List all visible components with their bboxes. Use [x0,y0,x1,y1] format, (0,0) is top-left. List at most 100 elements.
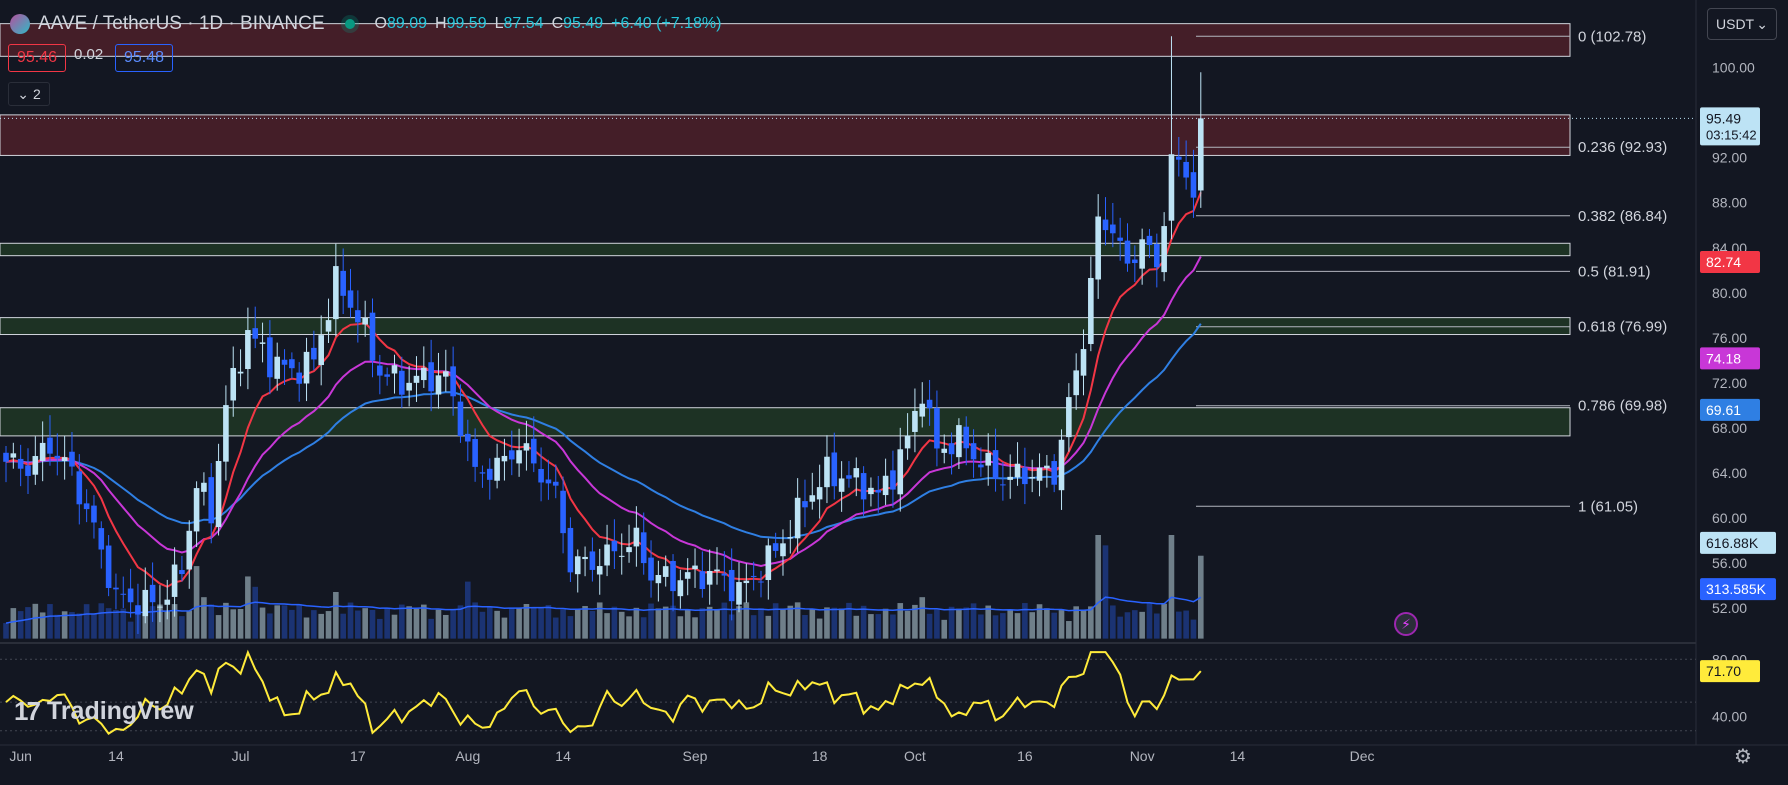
candle-body [245,330,251,370]
volume-bar [259,607,266,639]
fib-label: 0 (102.78) [1578,28,1646,45]
candle-body [948,443,955,455]
volume-bar [1058,610,1065,639]
rsi-line [5,649,1202,735]
volume-bar [464,581,471,639]
volume-bar [76,613,83,639]
candle-body [421,367,427,381]
candle-body [215,460,222,528]
volume-bar [39,612,46,639]
spread-value: 0.02 [74,46,104,63]
candle-body [853,468,860,478]
high-value: 99.59 [446,15,487,32]
candle-body [435,375,442,395]
volume-bar [252,586,259,639]
volume-bar [186,610,193,639]
volume-bar [890,614,896,639]
volume-bar [875,614,882,639]
candle-body [640,532,647,564]
candle-body [105,545,112,588]
candle-body [538,468,544,483]
volume-bar [853,615,860,639]
time-tick-label: 14 [1230,748,1246,764]
volume-bar [281,605,288,639]
volume-bar [486,607,493,639]
price-tick-label: 72.00 [1712,375,1747,391]
price-label-volume [1700,531,1776,554]
indicators-toggle-button[interactable]: ⌄ 2 [8,82,50,106]
candle-body [992,450,999,479]
candle-body [648,557,654,581]
currency-select[interactable]: USDT ⌄ [1707,8,1777,40]
volume-bar [25,607,31,639]
price-tick-label: 56.00 [1712,555,1747,571]
volume-ma-line [5,596,1202,624]
price-tick-label: 88.00 [1712,195,1747,211]
volume-bar [1036,604,1043,639]
candle-body [186,530,193,570]
zone-support [0,317,1571,336]
candle-body [1014,463,1021,478]
volume-bar [384,607,390,639]
volume-bar [904,610,911,639]
time-tick-label: Jul [232,748,250,764]
candle-body [1029,477,1035,479]
candle-body [318,335,324,366]
volume-bar [670,605,676,639]
alert-bolt-icon[interactable]: ⚡ [1394,612,1418,636]
volume-bar [1007,609,1014,639]
candle-body [1044,465,1050,469]
volume-bar [1154,613,1160,639]
volume-bar [1139,611,1145,639]
volume-bar [164,611,171,639]
candle-body [135,605,141,615]
candle-body [32,456,39,475]
volume-bar [325,611,332,639]
volume-bar [824,607,830,639]
candle-body [98,528,105,550]
price-label-text: 95.49 [1706,110,1741,126]
volume-bar [1080,609,1087,639]
price-label-ema_red [1700,250,1760,273]
volume-bar [1117,616,1123,639]
time-tick-label: Jun [9,748,32,764]
price-tick-label: 64.00 [1712,465,1747,481]
gear-icon[interactable]: ⚙ [1734,746,1752,768]
tradingview-logo[interactable]: 17 TradingView [14,696,194,727]
volume-bar [1022,603,1028,639]
buy-price-button[interactable]: 95.48 [115,44,174,72]
candle-body [1154,243,1160,268]
candle-body [428,362,434,392]
volume-bar [1161,603,1167,639]
candle-body [794,497,801,539]
sell-price-button[interactable]: 95.46 [8,44,67,72]
rsi-tick-label: 40.00 [1712,708,1747,724]
volume-bar [83,604,90,639]
symbol-title[interactable]: AAVE / TetherUS · 1D · BINANCE [38,13,325,34]
volume-bar [17,611,24,639]
candle-body [633,527,640,547]
volume-bar [1014,613,1021,639]
candle-body [758,581,764,583]
price-label-ema_blue [1700,398,1760,421]
price-tick-label: 60.00 [1712,510,1747,526]
volume-bar [816,618,823,639]
volume-bar [340,613,346,639]
price-label-text: 69.61 [1706,402,1741,418]
market-status-icon [344,19,355,29]
candle-body [523,443,530,451]
candle-body [391,365,398,374]
volume-bar [362,608,368,639]
price-label-text: 74.18 [1706,350,1741,366]
volume-bar [684,609,691,639]
time-tick-label: Sep [683,748,708,764]
volume-bar [868,614,874,639]
candle-body [882,475,889,496]
volume-bar [208,604,215,639]
candle-body [926,399,933,409]
candle-body [1117,237,1123,241]
volume-bar [105,608,112,639]
volume-bar [794,602,801,639]
volume-bar [721,602,728,639]
